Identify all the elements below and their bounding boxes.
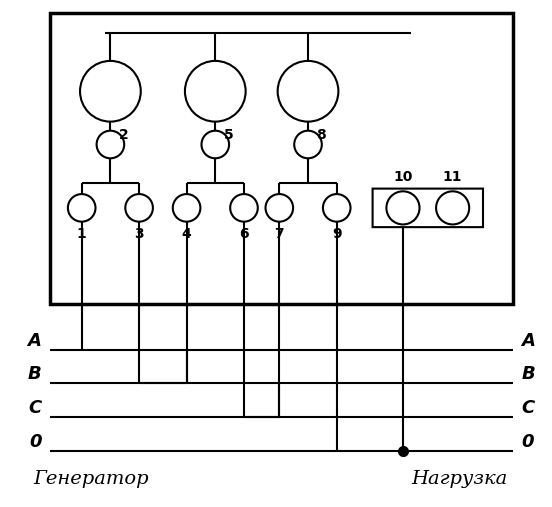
Text: 4: 4	[182, 227, 192, 241]
Text: 6: 6	[239, 227, 249, 241]
Text: 9: 9	[332, 227, 342, 241]
Circle shape	[294, 131, 322, 158]
Circle shape	[266, 194, 293, 222]
Text: A: A	[522, 332, 535, 350]
Circle shape	[323, 194, 351, 222]
Circle shape	[230, 194, 258, 222]
Circle shape	[97, 131, 124, 158]
Circle shape	[80, 61, 141, 122]
Text: Нагрузка: Нагрузка	[412, 470, 508, 488]
Text: 1: 1	[77, 227, 87, 241]
Circle shape	[201, 131, 229, 158]
Text: 11: 11	[443, 169, 463, 184]
Text: 7: 7	[274, 227, 284, 241]
Circle shape	[68, 194, 95, 222]
Text: Генератор: Генератор	[33, 470, 148, 488]
Circle shape	[185, 61, 246, 122]
Circle shape	[125, 194, 153, 222]
FancyBboxPatch shape	[373, 189, 483, 227]
Text: C: C	[522, 399, 535, 417]
Text: 2: 2	[119, 128, 129, 142]
Text: 5: 5	[224, 128, 233, 142]
Circle shape	[173, 194, 200, 222]
Text: 0: 0	[522, 433, 534, 451]
FancyBboxPatch shape	[50, 13, 513, 304]
Text: A: A	[28, 332, 41, 350]
Circle shape	[386, 191, 420, 225]
Text: 3: 3	[134, 227, 144, 241]
Text: 8: 8	[316, 128, 326, 142]
Circle shape	[278, 61, 338, 122]
Text: B: B	[28, 365, 41, 383]
Text: 0: 0	[29, 433, 41, 451]
Text: 10: 10	[393, 169, 413, 184]
Text: B: B	[522, 365, 535, 383]
Text: C: C	[28, 399, 41, 417]
Circle shape	[436, 191, 469, 225]
